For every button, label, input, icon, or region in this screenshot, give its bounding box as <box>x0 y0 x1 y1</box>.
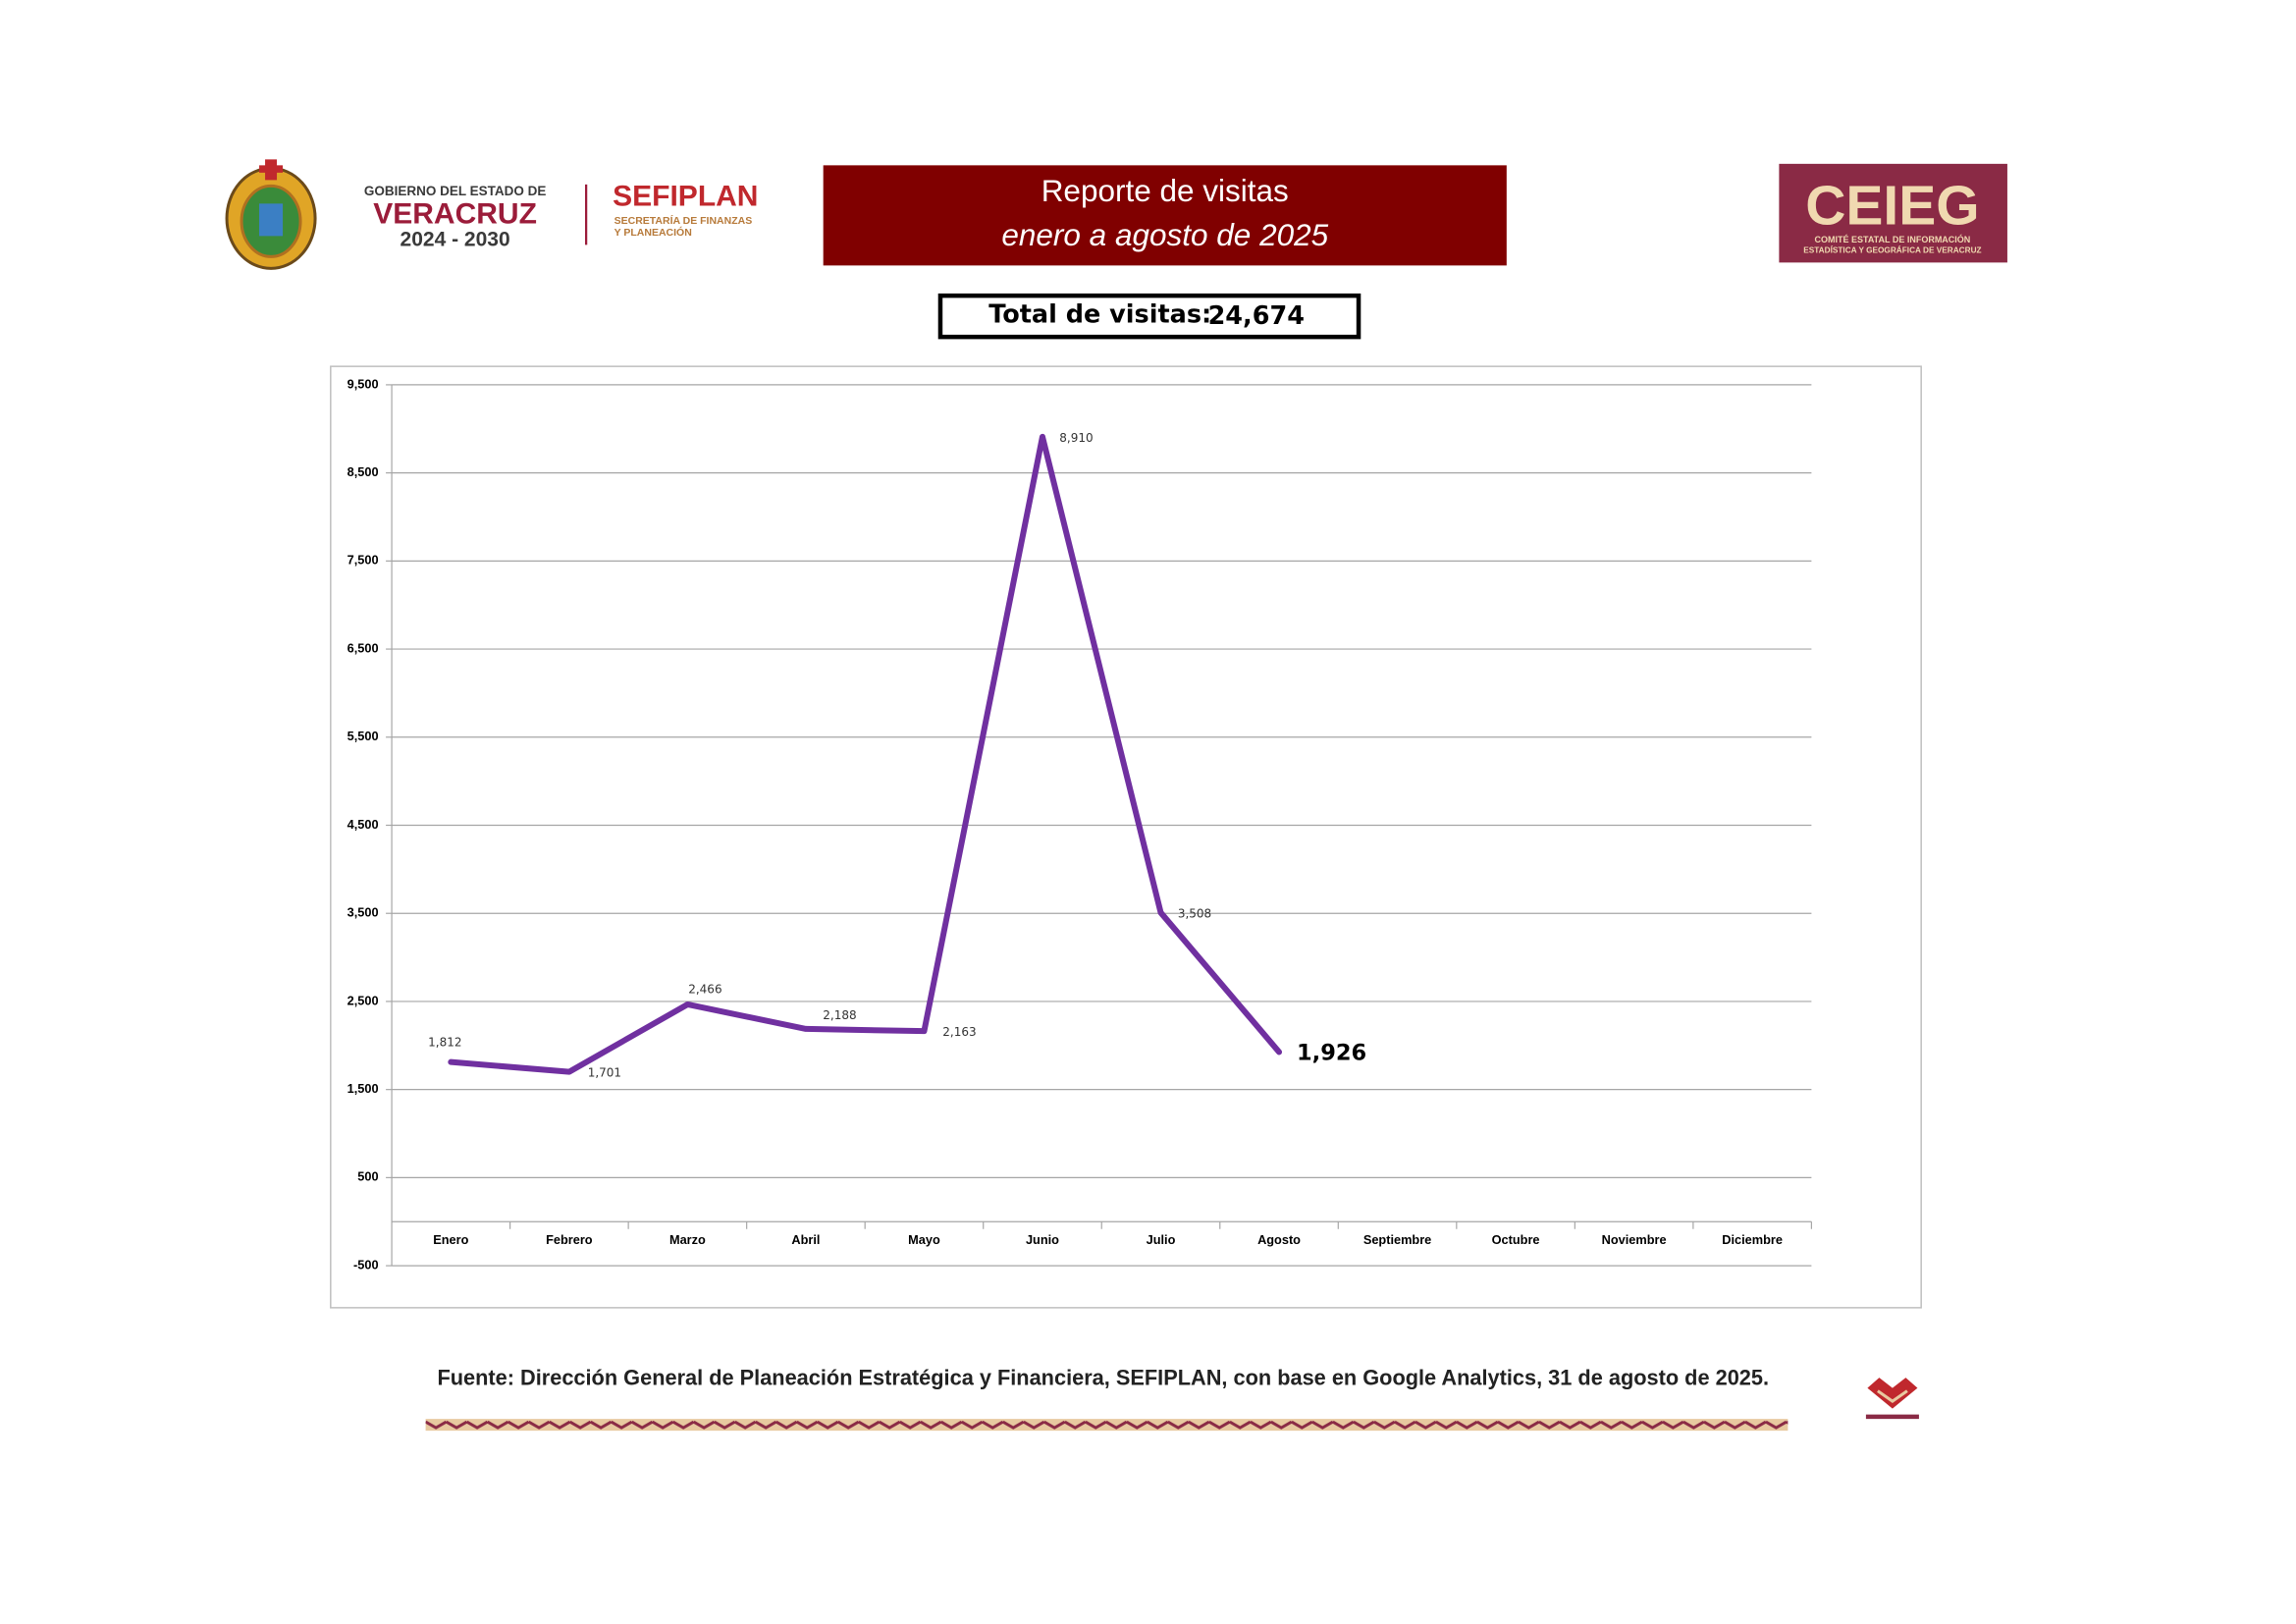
x-tick-label: Febrero <box>546 1232 593 1247</box>
x-tick-label: Abril <box>791 1232 820 1247</box>
x-tick-label: Octubre <box>1492 1232 1540 1247</box>
value-label: 1,812 <box>428 1036 461 1050</box>
x-tick-label: Junio <box>1026 1232 1059 1247</box>
x-tick-label: Septiembre <box>1363 1232 1431 1247</box>
ceieg-logo <box>1779 163 2007 263</box>
x-tick-label: Enero <box>433 1232 468 1247</box>
x-tick-label: Julio <box>1147 1232 1176 1247</box>
source-note: Fuente: Dirección General de Planeación … <box>437 1365 1769 1389</box>
value-label: 1,701 <box>588 1066 621 1080</box>
value-label: 3,508 <box>1178 907 1211 921</box>
y-tick-label: 6,500 <box>347 640 379 655</box>
x-tick-label: Noviembre <box>1602 1232 1667 1247</box>
ceieg-name: CEIEG <box>1805 174 1979 237</box>
y-tick-label: 7,500 <box>347 553 379 568</box>
chart: -500 500 1,500 2,500 3,500 4,500 5,500 6,500 7,5… <box>347 376 1812 1272</box>
gov-line-2: VERACRUZ <box>373 197 537 230</box>
y-tick-label: 9,500 <box>347 376 379 391</box>
total-label: Total de visitas: <box>988 299 1211 329</box>
y-tick-label: -500 <box>353 1257 379 1272</box>
decorative-stripe <box>425 1419 1789 1432</box>
sefiplan-name: SEFIPLAN <box>613 180 758 212</box>
y-tick-label: 500 <box>357 1169 378 1184</box>
title-box <box>823 165 1507 266</box>
value-label: 2,466 <box>688 982 721 996</box>
total-value: 24,674 <box>1208 301 1305 331</box>
ceieg-sub-1: COMITÉ ESTATAL DE INFORMACIÓN <box>1814 234 1970 244</box>
gov-line-1: GOBIERNO DEL ESTADO DE <box>364 184 547 198</box>
chart-frame <box>330 365 1922 1309</box>
value-label: 1,926 <box>1297 1040 1366 1065</box>
sefiplan-sub-1: SECRETARÍA DE FINANZAS <box>614 214 753 227</box>
footer-logo <box>1865 1378 1919 1420</box>
sefiplan-sub-2: Y PLANEACIÓN <box>614 226 692 239</box>
total-box <box>937 293 1362 340</box>
y-tick-label: 3,500 <box>347 905 379 920</box>
value-label: 2,188 <box>823 1008 856 1022</box>
x-tick-label: Mayo <box>908 1232 940 1247</box>
y-tick-label: 4,500 <box>347 817 379 832</box>
y-tick-label: 1,500 <box>347 1081 379 1096</box>
gov-line-3: 2024 - 2030 <box>400 228 510 250</box>
state-emblem <box>225 159 317 270</box>
y-tick-label: 5,500 <box>347 729 379 743</box>
value-label: 8,910 <box>1059 431 1093 445</box>
report-subtitle: enero a agosto de 2025 <box>1001 217 1328 252</box>
x-tick-label: Agosto <box>1257 1232 1301 1247</box>
report-title: Reporte de visitas <box>1041 173 1289 208</box>
y-tick-label: 2,500 <box>347 993 379 1007</box>
ceieg-sub-2: ESTADÍSTICA Y GEOGRÁFICA DE VERACRUZ <box>1803 245 1981 255</box>
value-label: 2,163 <box>942 1025 976 1039</box>
data-line <box>448 433 1283 1075</box>
x-tick-label: Marzo <box>669 1232 706 1247</box>
x-tick-label: Diciembre <box>1722 1232 1783 1247</box>
y-tick-label: 8,500 <box>347 464 379 479</box>
